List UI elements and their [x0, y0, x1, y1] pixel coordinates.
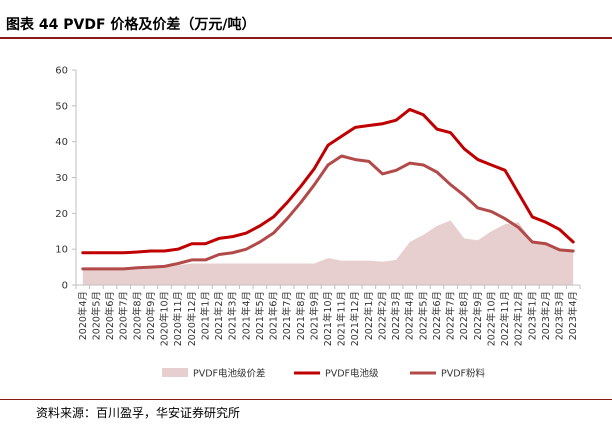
y-tick-label: 40: [55, 137, 68, 148]
x-tick-label: 2022年3月: [390, 291, 402, 340]
x-tick-label: 2023年3月: [554, 291, 566, 340]
footer-divider: [0, 399, 612, 400]
x-tick-label: 2021年6月: [268, 291, 280, 340]
source-note: 资料来源：百川盈孚，华安证券研究所: [36, 406, 241, 420]
x-tick-label: 2022年7月: [445, 291, 457, 340]
legend-label: PVDF电池级价差: [193, 368, 266, 380]
x-tick-label: 2020年8月: [131, 291, 143, 340]
legend-swatch: [162, 368, 188, 377]
x-tick-label: 2022年10月: [485, 291, 497, 346]
x-tick-label: 2021年4月: [240, 291, 252, 340]
x-tick-label: 2022年1月: [363, 291, 375, 340]
series-area-0: [82, 220, 574, 285]
x-tick-label: 2020年5月: [90, 291, 102, 340]
x-tick-label: 2020年10月: [159, 291, 171, 346]
legend-label: PVDF电池级: [325, 368, 379, 380]
y-tick-label: 10: [55, 245, 68, 256]
x-tick-label: 2020年12月: [186, 291, 198, 346]
axis-layer: 0 10 20 30 40 50 60 2020年4月 2020年5月 2020年6月 2020年7…: [55, 66, 581, 346]
y-tick-label: 60: [55, 66, 68, 77]
x-tick-label: 2023年2月: [540, 291, 552, 340]
chart-title: 图表 44 PVDF 价格及价差（万元/吨）: [6, 17, 256, 33]
series-line-1: [81, 154, 575, 271]
legend: PVDF电池级价差 PVDF电池级 PVDF粉料: [162, 368, 486, 380]
x-tick-label: 2022年5月: [417, 291, 429, 340]
x-tick-label: 2020年4月: [77, 291, 89, 340]
legend-label: PVDF粉料: [441, 368, 486, 380]
x-tick-label: 2021年11月: [336, 291, 348, 346]
x-tick-label: 2021年8月: [295, 291, 307, 340]
x-tick-label: 2021年9月: [308, 291, 320, 340]
line-layer: [81, 107, 575, 271]
price-spread-chart: 0 10 20 30 40 50 60 2020年4月 2020年5月 2020年6月 2020年7…: [55, 66, 581, 380]
x-tick-label: 2021年10月: [322, 291, 334, 346]
x-tick-label: 2020年9月: [145, 291, 157, 340]
x-tick-label: 2021年2月: [213, 291, 225, 340]
x-tick-label: 2022年9月: [472, 291, 484, 340]
x-tick-label: 2023年4月: [567, 291, 579, 340]
x-tick-label: 2023年1月: [526, 291, 538, 340]
series-line-0: [81, 107, 575, 255]
x-tick-label: 2021年1月: [199, 291, 211, 340]
title-divider: [0, 37, 612, 39]
x-tick-label: 2022年11月: [499, 291, 511, 346]
x-tick-label: 2022年4月: [404, 291, 416, 340]
y-tick-label: 30: [55, 173, 68, 184]
x-tick-label: 2020年7月: [118, 291, 130, 340]
x-tick-label: 2022年2月: [376, 291, 388, 340]
x-tick-label: 2022年8月: [458, 291, 470, 340]
y-tick-label: 50: [55, 101, 68, 112]
x-tick-label: 2021年3月: [227, 291, 239, 340]
x-tick-label: 2021年7月: [281, 291, 293, 340]
x-tick-label: 2020年6月: [104, 291, 116, 340]
x-tick-label: 2020年11月: [172, 291, 184, 346]
y-tick-label: 0: [62, 281, 68, 292]
x-tick-label: 2022年12月: [513, 291, 525, 346]
x-tick-label: 2021年5月: [254, 291, 266, 340]
x-tick-label: 2021年12月: [349, 291, 361, 346]
y-tick-label: 20: [55, 209, 68, 220]
area-layer: [82, 220, 574, 285]
x-tick-label: 2022年6月: [431, 291, 443, 340]
